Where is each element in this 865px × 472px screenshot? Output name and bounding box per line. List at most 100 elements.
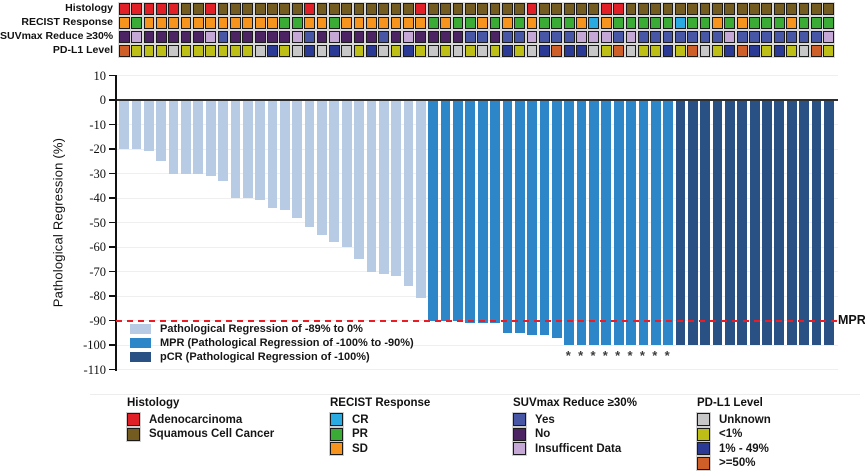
patient-bar	[712, 100, 723, 345]
patient-bar	[304, 100, 315, 228]
y-tickmark	[108, 221, 115, 224]
track-cell-histology	[415, 3, 427, 15]
track-cell-pdl1	[217, 45, 229, 57]
track-cell-recist	[131, 17, 142, 29]
track-cell-suvmax	[489, 31, 501, 43]
track-cell-histology	[687, 3, 699, 15]
pdl1-ge50-label: >=50%	[719, 457, 756, 469]
track-cell-pdl1	[168, 45, 179, 57]
track-cell-pdl1	[254, 45, 266, 57]
track-cell-pdl1	[600, 45, 612, 57]
asterisk-marker: *	[602, 348, 608, 363]
track-cell-recist	[291, 17, 303, 29]
patient-bar	[551, 100, 562, 338]
legend-row-pcr: pCR (Pathological Regression of -100%)	[130, 350, 414, 364]
separator-line	[90, 394, 860, 395]
gridline-10	[116, 75, 838, 76]
track-cell-histology	[440, 3, 451, 15]
track-cell-pdl1	[180, 45, 192, 57]
track-cell-suvmax	[452, 31, 464, 43]
track-cell-recist	[267, 17, 278, 29]
track-cell-histology	[291, 3, 303, 15]
track-cell-suvmax	[279, 31, 291, 43]
track-cell-suvmax	[316, 31, 328, 43]
track-label-recist: RECIST Response	[21, 16, 113, 28]
patient-bar	[453, 100, 463, 321]
track-cell-histology	[118, 3, 130, 15]
track-cell-histology	[464, 3, 476, 15]
legend-histology-title: Histology	[127, 397, 180, 409]
patient-bar	[749, 100, 760, 345]
track-cell-recist	[230, 17, 241, 29]
patient-bar	[490, 100, 500, 323]
track-cell-suvmax	[761, 31, 773, 43]
patient-bar	[514, 100, 525, 333]
track-cell-recist	[155, 17, 167, 29]
track-cell-histology	[341, 3, 353, 15]
legend-suvmax-title: SUVmax Reduce ≥30%	[513, 397, 637, 409]
track-cell-pdl1	[279, 45, 291, 57]
track-cell-histology	[205, 3, 217, 15]
prr-label: Pathological Regression of -89% to 0%	[160, 323, 363, 335]
track-cell-pdl1	[749, 45, 760, 57]
track-cell-pdl1	[155, 45, 167, 57]
legend-row-mpr: MPR (Pathological Regression of -100% to…	[130, 336, 414, 350]
patient-bar	[242, 100, 253, 198]
track-cell-histology	[600, 3, 612, 15]
track-cell-suvmax	[674, 31, 686, 43]
pdl1-lt1-label: <1%	[719, 428, 743, 440]
y-ticklabel: -80	[89, 289, 106, 303]
track-cell-suvmax	[563, 31, 575, 43]
patient-bar	[267, 100, 278, 208]
track-cell-suvmax	[773, 31, 785, 43]
patient-bar	[218, 100, 228, 181]
track-cell-suvmax	[118, 31, 130, 43]
legend-item: Unknown	[697, 413, 771, 427]
track-cell-recist	[823, 17, 835, 29]
track-cell-pdl1	[192, 45, 204, 57]
track-cell-pdl1	[501, 45, 513, 57]
pdl1-1-49-swatch	[697, 442, 710, 455]
track-cell-histology	[267, 3, 278, 15]
patient-bar	[700, 100, 711, 345]
track-cell-pdl1	[514, 45, 526, 57]
track-cell-suvmax	[217, 31, 229, 43]
pdl1-unknown-label: Unknown	[719, 413, 771, 426]
track-cell-pdl1	[576, 45, 587, 57]
cr-label: CR	[352, 413, 369, 426]
gridline--70	[116, 271, 838, 272]
track-cell-suvmax	[687, 31, 699, 43]
track-cells-recist	[118, 17, 835, 29]
y-tickmark	[108, 99, 115, 101]
track-cell-recist	[662, 17, 674, 29]
track-cell-suvmax	[576, 31, 587, 43]
track-cell-suvmax	[205, 31, 217, 43]
track-cell-suvmax	[378, 31, 390, 43]
track-cell-histology	[131, 3, 142, 15]
gridline--10	[116, 124, 838, 125]
patient-bar	[589, 100, 599, 345]
track-cell-recist	[242, 17, 254, 29]
track-cell-suvmax	[242, 31, 254, 43]
track-cell-pdl1	[378, 45, 390, 57]
track-cell-pdl1	[452, 45, 464, 57]
track-cell-pdl1	[798, 45, 810, 57]
patient-bar	[613, 100, 624, 345]
track-cell-suvmax	[625, 31, 637, 43]
track-cell-recist	[526, 17, 538, 29]
asterisk-marker: *	[627, 348, 633, 363]
patient-bar	[663, 100, 673, 345]
track-cell-recist	[304, 17, 315, 29]
gridline--20	[116, 148, 838, 150]
suv-no-label: No	[535, 428, 551, 440]
track-cell-pdl1	[810, 45, 822, 57]
y-ticklabel: 10	[93, 68, 107, 83]
track-label-histology: Histology	[65, 2, 113, 14]
track-label-suvmax: SUVmax Reduce ≥30%	[0, 30, 114, 42]
track-cell-histology	[304, 3, 315, 15]
legend-item: <1%	[697, 427, 771, 441]
track-cell-suvmax	[304, 31, 315, 43]
track-cell-recist	[637, 17, 649, 29]
track-cell-pdl1	[489, 45, 501, 57]
